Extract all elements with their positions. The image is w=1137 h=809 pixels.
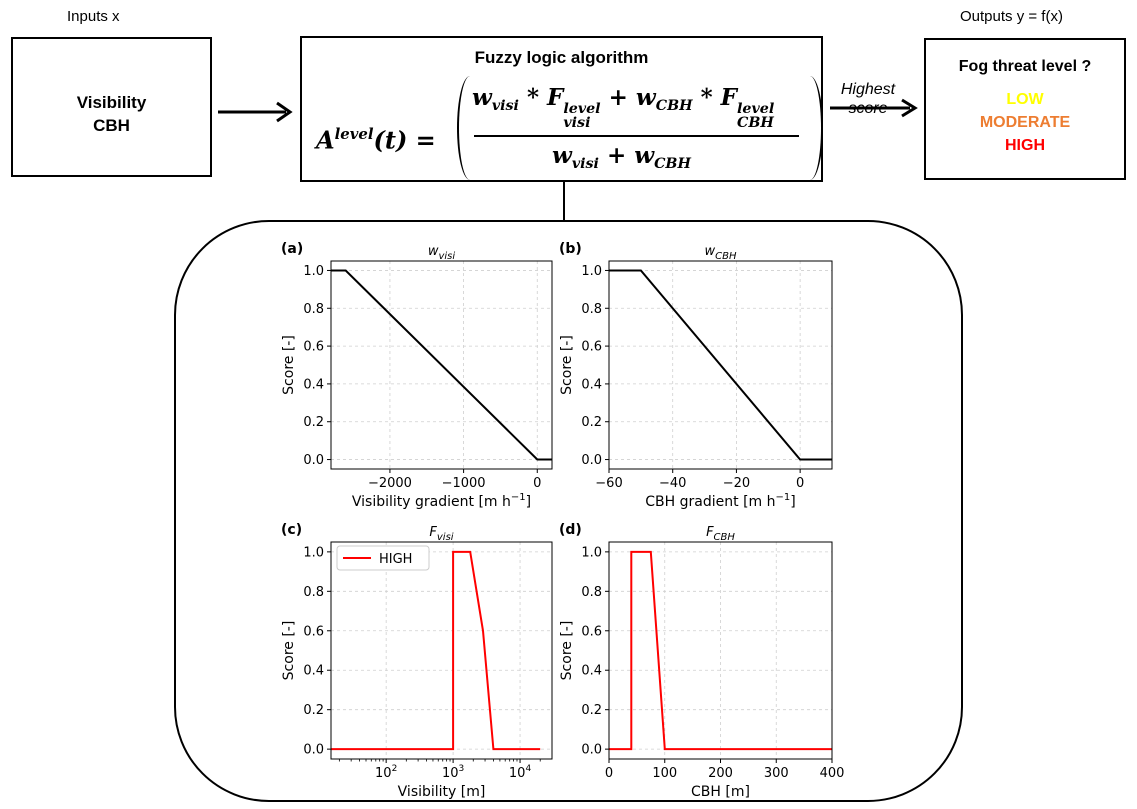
series-line [331,269,552,461]
charts-container [174,220,963,802]
x-tick-label: −20 [723,476,750,491]
chart-panel-c: 0.0 0.2 0.4 0.6 0.8 1.0 102 103 104 Visibility [m… [281,522,553,800]
y-tick-label: 0.0 [303,453,324,468]
y-axis-label: Score [-] [281,621,297,681]
y-tick-label: 0.4 [303,377,324,392]
x-tick-label: −60 [595,476,622,491]
x-axis-label: CBH gradient [m h−1] [645,492,795,510]
y-tick-label: 0.0 [303,743,324,758]
x-tick-label: 104 [509,764,532,781]
y-tick-label: 0.2 [303,415,324,430]
chart-title: wCBH [704,244,736,262]
x-tick-label: 103 [442,764,464,781]
y-tick-label: 0.8 [581,585,602,600]
y-tick-label: 0.4 [581,377,602,392]
level-moderate: MODERATE [979,114,1071,131]
algorithm-box: Fuzzy logic algorithm Alevel(t) = wvisi … [300,36,823,182]
panel-label: (c) [281,522,302,538]
x-tick-label: 0 [796,476,804,491]
x-tick-label: 0 [605,766,613,781]
y-tick-label: 1.0 [581,545,602,560]
x-axis-label: Visibility gradient [m h−1] [352,492,531,510]
x-tick-label: 100 [652,766,677,781]
y-tick-label: 0.8 [303,302,324,317]
chart-title: wvisi [428,244,456,262]
y-tick-label: 1.0 [581,264,602,279]
x-tick-label: 200 [708,766,733,781]
output-title: Fog threat level ? [958,58,1092,75]
x-tick-label: −1000 [442,476,486,491]
input-box: Visibility CBH [11,37,212,177]
level-high: HIGH [1005,137,1045,154]
arrow-input-to-algorithm [218,101,293,123]
right-paren [797,76,823,180]
plot-frame [330,541,553,760]
chart-title: Fvisi [429,525,453,543]
y-tick-label: 0.2 [581,703,602,718]
y-tick-label: 1.0 [303,264,324,279]
x-tick-label: 0 [533,476,541,491]
x-axis-label: Visibility [m] [398,784,486,800]
arrow-algorithm-to-output [830,98,918,118]
x-tick-label: 400 [820,766,845,781]
series-line [609,269,832,461]
y-tick-label: 0.6 [303,624,324,639]
y-tick-label: 0.8 [303,585,324,600]
y-tick-label: 0.2 [303,703,324,718]
y-tick-label: 0.4 [303,664,324,679]
y-tick-label: 0.8 [581,302,602,317]
y-axis-label: Score [-] [559,335,575,395]
outputs-title: Outputs y = f(x) [960,8,1063,25]
y-tick-label: 0.4 [581,664,602,679]
chart-panel-a: 0.0 0.2 0.4 0.6 0.8 1.0 −2000 −1000 0Visibility … [281,241,553,510]
chart-panel-d: 0.0 0.2 0.4 0.6 0.8 1.0 0 100 200 300 400 CBH [m] Sc… [559,522,844,800]
y-axis-label: Score [-] [559,621,575,681]
legend-box [336,545,430,571]
panel-label: (a) [281,241,303,257]
inputs-title: Inputs x [67,8,120,25]
y-axis-label: Score [-] [281,335,297,395]
legend: HIGH [336,545,430,571]
x-axis-label: CBH [m] [691,784,750,800]
x-tick-label: −2000 [368,476,412,491]
y-tick-label: 0.0 [581,453,602,468]
connector-line [563,182,565,221]
input-cbh: CBH [93,116,130,135]
series-line [609,550,832,751]
series-line [331,550,541,751]
formula-denominator: wvisi + wCBH [552,142,691,172]
y-tick-label: 0.6 [303,340,324,355]
x-tick-label: −40 [659,476,686,491]
legend-label: HIGH [379,552,412,567]
y-tick-label: 1.0 [303,545,324,560]
fraction-bar [474,135,799,137]
left-paren [457,76,483,180]
panel-label: (b) [559,241,582,257]
y-tick-label: 0.6 [581,624,602,639]
level-low: LOW [1006,91,1044,108]
y-tick-label: 0.6 [581,340,602,355]
x-tick-label: 102 [375,764,397,781]
panel-label: (d) [559,522,582,538]
y-tick-label: 0.0 [581,743,602,758]
plot-frame [330,260,553,470]
chart-title: FCBH [706,525,735,543]
formula-lhs: Alevel(t) = [316,125,436,155]
output-box: Fog threat level ? LOW MODERATE HIGH [924,38,1126,180]
input-visibility: Visibility [76,93,147,112]
algorithm-title: Fuzzy logic algorithm [474,48,649,67]
x-tick-label: 300 [764,766,789,781]
plot-frame [608,260,833,470]
y-tick-label: 0.2 [581,415,602,430]
